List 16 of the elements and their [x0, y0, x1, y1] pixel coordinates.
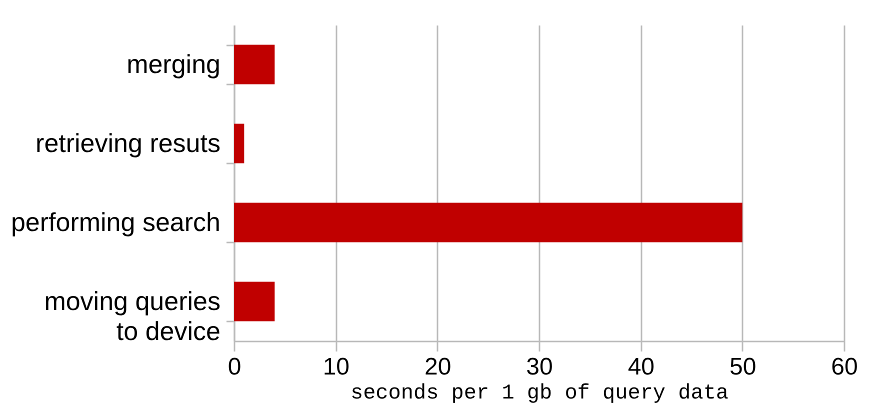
x-tick-label: 30 — [526, 354, 553, 380]
y-tick-label: performing search — [10, 207, 220, 237]
y-tick-label: retrieving resuts — [36, 128, 220, 158]
x-tick-label: 10 — [322, 354, 350, 380]
x-axis-title: seconds per 1 gb of query data — [350, 382, 729, 406]
x-tick-label: 20 — [424, 354, 452, 380]
x-tick-label: 0 — [228, 354, 242, 380]
bar — [234, 124, 244, 164]
x-tick-label: 50 — [729, 354, 756, 380]
x-tick-label: 60 — [831, 354, 858, 380]
y-tick-label: merging — [126, 49, 220, 79]
bar — [234, 44, 275, 84]
y-tick-label: moving queries to device — [44, 286, 220, 346]
bar — [234, 202, 742, 242]
bar — [234, 282, 275, 322]
x-tick-label: 40 — [628, 354, 655, 380]
